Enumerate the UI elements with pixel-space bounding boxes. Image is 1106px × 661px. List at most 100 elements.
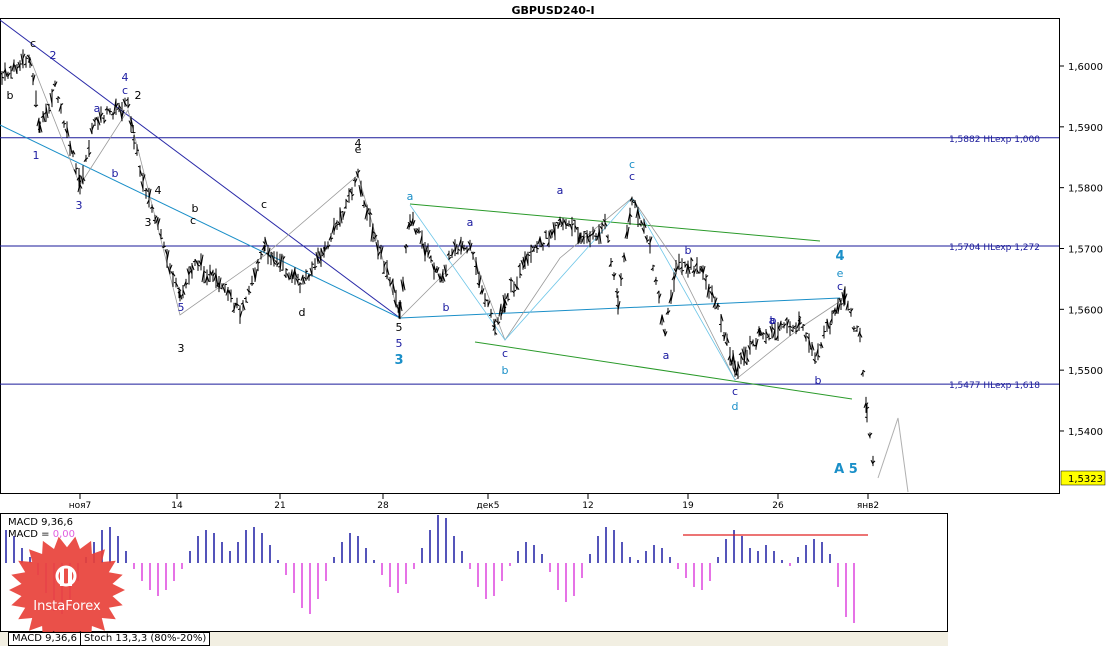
price-bar-open <box>67 144 71 147</box>
tab-strip <box>0 632 948 646</box>
price-bar-close <box>705 275 709 278</box>
price-bar-close <box>510 278 514 282</box>
price-bar-open <box>443 264 447 276</box>
price-bar-open <box>738 352 742 356</box>
wave-label: 3 <box>76 199 83 212</box>
tab-macd[interactable]: MACD 9,36,6 <box>8 632 81 646</box>
price-bar-close <box>620 277 624 281</box>
wave-label: c <box>629 170 635 183</box>
price-bar-close <box>79 184 83 189</box>
price-bar-open <box>128 120 132 126</box>
price-bar-open <box>452 241 456 246</box>
price-bar-close <box>35 104 39 107</box>
price-bar-open <box>349 190 353 195</box>
price-bar-close <box>308 274 312 277</box>
wave-label: b <box>770 314 777 327</box>
price-bar-open <box>812 358 816 362</box>
price-bar-close <box>847 308 851 311</box>
x-tick-label: 12 <box>582 501 593 511</box>
wave-label: b <box>815 374 822 387</box>
price-bar-open <box>778 321 782 329</box>
tab-stoch[interactable]: Stoch 13,3,3 (80%-20%) <box>79 632 211 646</box>
price-bar-open <box>635 207 639 219</box>
main-chart-panel[interactable] <box>0 18 1060 494</box>
wave-label: 4 <box>835 249 844 264</box>
price-bar-close <box>442 275 446 282</box>
price-bar-close <box>7 72 11 77</box>
price-bar-close <box>649 236 653 244</box>
price-bar-close <box>783 323 787 327</box>
price-bar-close <box>118 104 122 109</box>
price-bar-open <box>119 109 123 121</box>
price-bar-open <box>552 222 556 238</box>
price-bar-open <box>283 274 287 278</box>
price-bar-open <box>225 288 229 296</box>
price-bar-close <box>273 261 277 265</box>
price-bar-open <box>534 244 538 249</box>
price-bar-close <box>264 237 268 246</box>
price-bar-open <box>297 283 301 286</box>
price-bar-open <box>407 221 411 225</box>
price-bar-close <box>598 227 602 244</box>
price-bar-open <box>827 325 831 329</box>
price-bar-open <box>870 459 874 465</box>
wave-label: 3 <box>178 342 185 355</box>
wave-label: a <box>467 216 474 229</box>
price-bar-close <box>121 109 125 118</box>
price-bar-open <box>495 320 499 324</box>
price-bar-open <box>668 296 672 304</box>
price-bar-close <box>357 170 361 174</box>
price-bar-open <box>724 341 728 346</box>
price-bar-close <box>559 218 563 225</box>
price-bar-close <box>802 323 806 326</box>
price-bar-open <box>234 302 238 306</box>
price-bar-close <box>305 270 309 273</box>
price-bar-close <box>154 215 158 220</box>
wave-label: 3 <box>394 353 403 368</box>
price-bar-close <box>661 314 665 323</box>
price-bar-close <box>811 343 815 351</box>
price-bar-close <box>494 331 498 335</box>
price-bar-close <box>629 213 633 218</box>
price-bar-close <box>586 233 590 243</box>
price-bar-close <box>837 303 841 314</box>
level-lines: 1,5882 HLexp 1,000 1,5704 HLexp 1,272 1,54… <box>0 135 1059 391</box>
price-bar-open <box>744 361 748 366</box>
price-bar-open <box>355 171 359 178</box>
price-bar-open <box>46 103 50 106</box>
price-bar-open <box>809 348 813 350</box>
price-bar-open <box>790 329 794 333</box>
price-bar-close <box>702 265 706 275</box>
price-bar-open <box>525 256 529 265</box>
price-bar-open <box>110 113 114 116</box>
price-bar-open <box>49 93 53 105</box>
price-bar-close <box>610 260 614 263</box>
price-bar-open <box>624 231 628 239</box>
price-bar-close <box>327 244 331 248</box>
price-bar-open <box>488 314 492 317</box>
price-bar-open <box>146 199 150 205</box>
price-bar-close <box>16 66 20 69</box>
price-bar-open <box>334 221 338 225</box>
price-bar-open <box>11 61 15 72</box>
wave-label: c <box>502 347 508 360</box>
price-bar-open <box>676 267 680 269</box>
price-bar-close <box>607 239 611 243</box>
price-bar-open <box>575 226 579 229</box>
price-bar-open <box>537 237 541 245</box>
price-bar-close <box>743 346 747 365</box>
price-bar-close <box>88 151 92 156</box>
zigzag-cyan <box>409 197 736 381</box>
price-bar-close <box>795 330 799 333</box>
price-bar-open <box>685 263 689 274</box>
price-bar-open <box>760 333 764 336</box>
price-bar-open <box>413 228 417 235</box>
wave-label: e <box>355 143 362 156</box>
price-bar-close <box>169 264 173 271</box>
price-bar-close <box>276 262 280 266</box>
price-bar-close <box>637 210 641 220</box>
price-bar-close <box>212 272 216 277</box>
trendline-upper-blue <box>0 19 401 319</box>
wave-label: a <box>557 184 564 197</box>
price-bar-open <box>83 158 87 163</box>
